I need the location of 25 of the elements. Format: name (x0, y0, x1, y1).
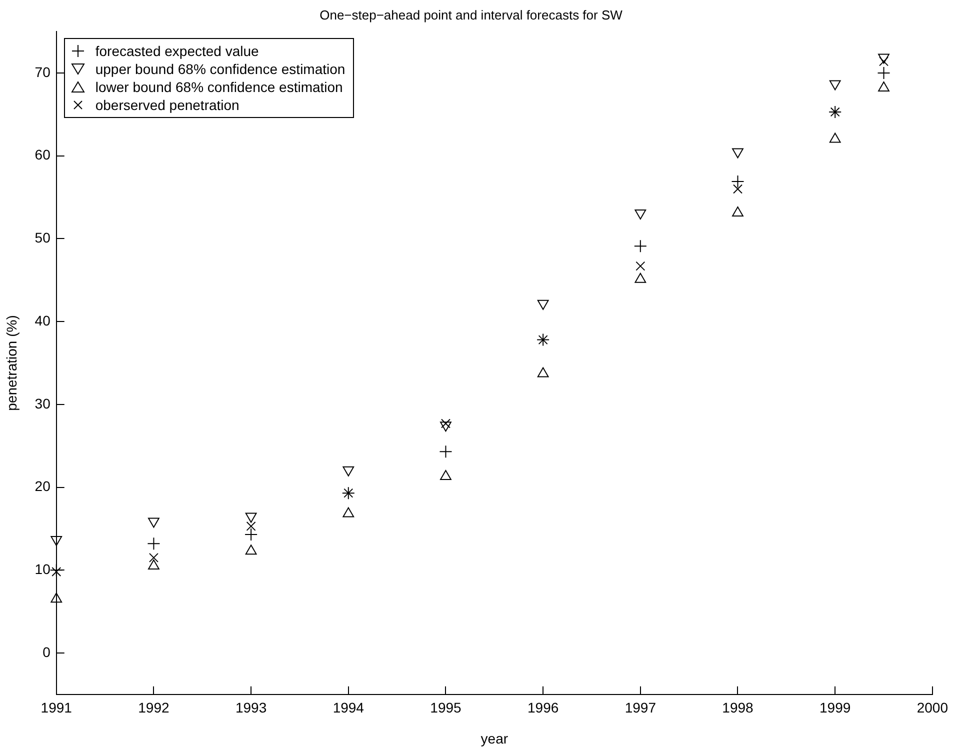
chart-title: One−step−ahead point and interval forecasts for SW (320, 7, 624, 22)
legend-label: forecasted expected value (95, 42, 259, 60)
x-tick-label: 1998 (722, 700, 754, 716)
legend-label: upper bound 68% confidence estimation (95, 60, 346, 78)
x-tick-label: 1997 (624, 700, 656, 716)
x-tick-label: 1995 (430, 700, 462, 716)
x-tick-label: 1994 (332, 700, 364, 716)
x-tick-label: 1999 (820, 700, 851, 716)
x-tick-label: 2000 (916, 700, 948, 716)
y-tick-label: 40 (34, 312, 51, 328)
x-axis-title: year (480, 730, 508, 746)
y-tick-label: 0 (42, 644, 51, 660)
x-tick-label: 1996 (527, 700, 559, 716)
y-tick-label: 10 (34, 560, 51, 577)
legend-label: oberserved penetration (95, 96, 240, 114)
x-tick-label: 1991 (40, 700, 72, 716)
legend-label: lower bound 68% confidence estimation (95, 78, 343, 96)
y-tick-label: 20 (34, 478, 51, 494)
x-tick-label: 1992 (138, 700, 170, 716)
y-tick-label: 50 (34, 230, 51, 246)
x-tick-label: 1993 (235, 700, 267, 716)
y-axis-title: penetration (%) (3, 315, 20, 411)
y-tick-label: 60 (34, 146, 51, 163)
y-tick-label: 30 (34, 395, 51, 412)
y-tick-label: 70 (34, 64, 51, 80)
